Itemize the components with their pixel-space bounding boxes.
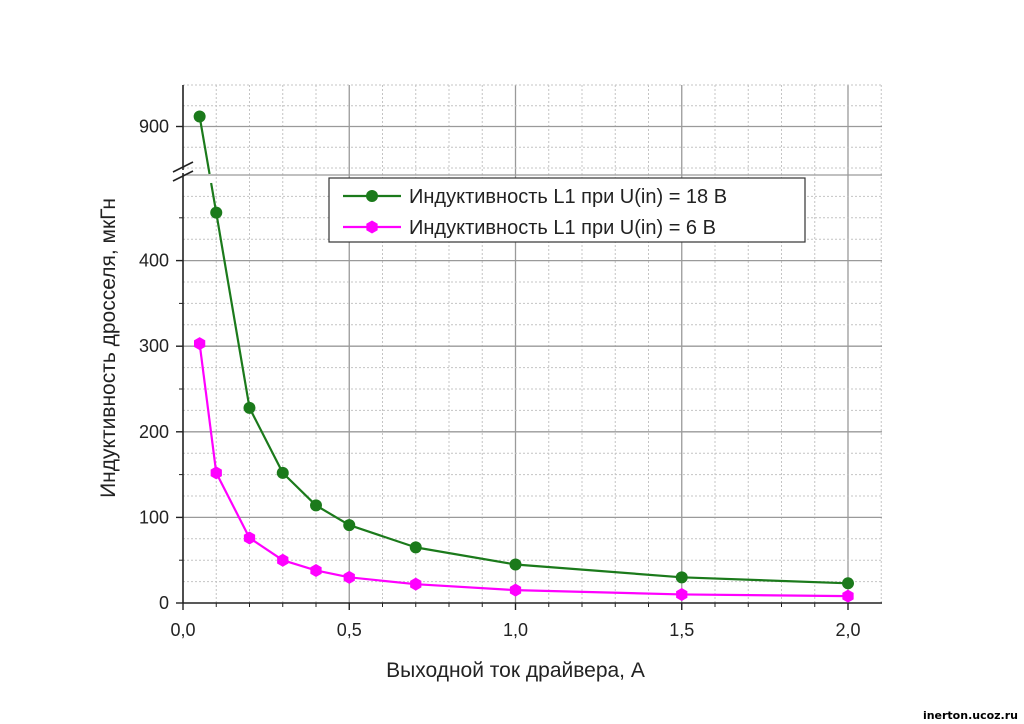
data-point xyxy=(842,577,854,590)
data-point xyxy=(343,519,356,532)
series-line-segment xyxy=(515,589,682,596)
data-point xyxy=(509,558,522,571)
data-point xyxy=(310,563,322,577)
x-tick-label: 0,0 xyxy=(170,620,195,640)
data-point xyxy=(410,577,422,591)
data-point xyxy=(243,531,256,545)
series-line-segment xyxy=(315,504,350,527)
x-tick-label: 2,0 xyxy=(835,620,860,640)
x-axis-title: Выходной ток драйвера, А xyxy=(386,659,645,682)
data-point xyxy=(676,587,688,601)
legend: Индуктивность L1 при U(in) = 18 В Индукти… xyxy=(328,177,806,243)
data-point xyxy=(842,589,854,603)
series-line-segment xyxy=(281,472,317,507)
data-point xyxy=(243,401,256,414)
data-point xyxy=(277,553,289,567)
axis-break-mark xyxy=(172,170,194,182)
y-axis-title: Индуктивность дросселя, мкГн xyxy=(97,198,120,498)
grid xyxy=(183,84,882,603)
watermark: inerton.ucoz.ru xyxy=(922,709,1018,722)
series-line-segment xyxy=(349,576,416,586)
series-line-segment xyxy=(515,563,682,579)
series-1 xyxy=(193,110,854,590)
x-tick-label: 0,5 xyxy=(337,620,362,640)
series-line-segment xyxy=(215,472,251,539)
legend-label: Индуктивность L1 при U(in) = 6 В xyxy=(409,217,716,239)
series-line-segment xyxy=(198,116,211,175)
data-point xyxy=(210,206,223,219)
series-2 xyxy=(194,337,854,603)
data-point xyxy=(276,466,289,479)
series-line-segment xyxy=(198,343,218,474)
data-point xyxy=(343,570,355,584)
series-line-segment xyxy=(215,212,251,409)
y-tick-label: 0 xyxy=(159,593,169,613)
axis-break-mark xyxy=(172,161,194,173)
y-tick-label: 300 xyxy=(139,336,169,356)
y-tick-label: 100 xyxy=(139,507,169,527)
series-line-segment xyxy=(248,537,284,562)
series-line-segment xyxy=(681,593,849,598)
series-line-segment xyxy=(415,546,516,566)
y-tick-label: 200 xyxy=(139,422,169,442)
legend-box xyxy=(328,177,806,243)
series-line-segment xyxy=(415,583,516,592)
y-tick-label: 900 xyxy=(139,117,169,137)
legend-marker xyxy=(366,220,378,234)
data-point xyxy=(194,337,206,351)
series-line-segment xyxy=(348,524,417,549)
data-point xyxy=(193,110,206,123)
y-tick-label: 400 xyxy=(139,251,169,271)
data-point xyxy=(210,466,222,480)
data-point xyxy=(675,571,688,584)
x-tick-label: 1,5 xyxy=(669,620,694,640)
series-line-segment xyxy=(248,407,284,474)
legend-label: Индуктивность L1 при U(in) = 18 В xyxy=(409,186,727,208)
series-line-segment xyxy=(681,576,849,585)
legend-marker xyxy=(366,190,378,202)
data-point xyxy=(509,583,522,597)
data-point xyxy=(310,499,322,512)
x-tick-label: 1,0 xyxy=(503,620,528,640)
data-point xyxy=(409,541,422,554)
